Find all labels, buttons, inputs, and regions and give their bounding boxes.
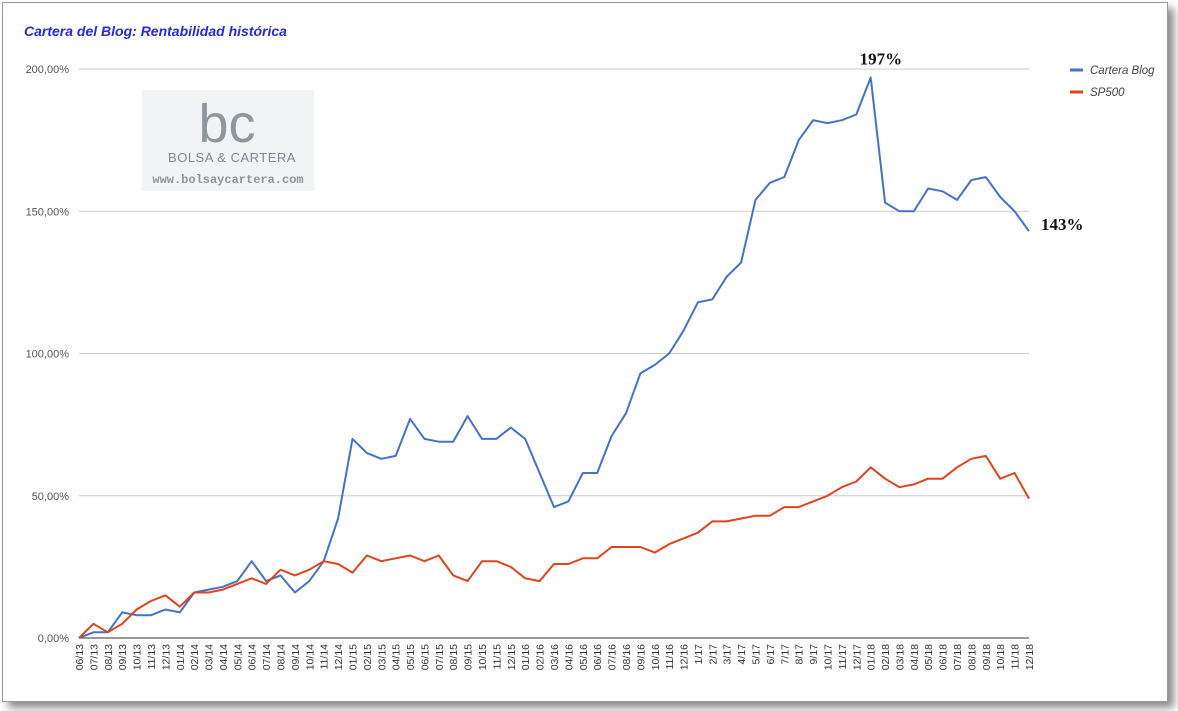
- y-tick-label: 0,00%: [38, 633, 69, 645]
- x-tick-label: 7/17: [779, 644, 791, 665]
- x-tick-label: 11/17: [837, 644, 849, 670]
- x-tick-label: 11/18: [1010, 644, 1022, 670]
- x-tick-label: 6/17: [765, 644, 777, 665]
- chart-title: Cartera del Blog: Rentabilidad histórica: [24, 23, 287, 39]
- x-tick-label: 04/15: [391, 644, 403, 670]
- x-tick-label: 07/16: [607, 644, 619, 670]
- x-tick-label: 09/14: [290, 644, 302, 670]
- x-tick-label: 02/16: [535, 644, 547, 670]
- chart-frame: Cartera del Blog: Rentabilidad histórica…: [2, 2, 1168, 702]
- y-tick-label: 150,00%: [26, 206, 70, 218]
- series-line-sp500: [78, 454, 1030, 639]
- x-tick-label: 08/15: [448, 644, 460, 670]
- legend: Cartera Blog SP500: [1070, 65, 1155, 99]
- y-axis-ticks: 0,00% 50,00% 100,00% 150,00% 200,00%: [26, 64, 70, 645]
- x-tick-label: 01/15: [347, 644, 359, 670]
- line-chart: Cartera del Blog: Rentabilidad histórica…: [24, 23, 1155, 670]
- annotation-label: 197%: [860, 50, 903, 69]
- series-line-cartera-blog: [78, 76, 1030, 639]
- x-tick-label: 04/14: [218, 644, 230, 670]
- x-tick-label: 05/18: [923, 644, 935, 670]
- x-tick-label: 12/18: [1024, 644, 1036, 670]
- x-tick-label: 04/16: [563, 644, 575, 670]
- x-tick-label: 06/16: [592, 644, 604, 670]
- x-tick-label: 10/18: [995, 644, 1007, 670]
- x-tick-label: 10/14: [304, 644, 316, 670]
- y-tick-label: 200,00%: [26, 64, 70, 76]
- x-tick-label: 08/13: [103, 644, 115, 670]
- x-tick-label: 06/13: [74, 644, 86, 670]
- x-tick-label: 10/13: [132, 644, 144, 670]
- x-tick-label: 07/14: [261, 644, 273, 670]
- x-tick-label: 08/14: [276, 644, 288, 670]
- x-tick-label: 06/15: [419, 644, 431, 670]
- x-tick-label: 11/13: [146, 644, 158, 670]
- x-tick-label: 11/16: [664, 644, 676, 670]
- y-tick-label: 100,00%: [26, 349, 70, 361]
- x-tick-label: 4/17: [736, 644, 748, 665]
- x-tick-label: 05/14: [232, 644, 244, 670]
- x-tick-label: 8/17: [794, 644, 806, 665]
- x-tick-label: 02/14: [189, 644, 201, 670]
- x-tick-label: 12/14: [333, 644, 345, 670]
- x-tick-label: 09/18: [981, 644, 993, 670]
- x-tick-label: 11/14: [319, 644, 331, 670]
- x-tick-label: 10/17: [822, 644, 834, 670]
- x-tick-label: 02/15: [362, 644, 374, 670]
- x-tick-label: 08/18: [966, 644, 978, 670]
- x-tick-label: 04/18: [909, 644, 921, 670]
- x-tick-label: 10/16: [650, 644, 662, 670]
- series-lines: [78, 76, 1030, 639]
- x-tick-label: 12/13: [160, 644, 172, 670]
- x-tick-label: 11/15: [491, 644, 503, 670]
- x-tick-label: 03/14: [204, 644, 216, 670]
- x-tick-label: 09/15: [463, 644, 475, 670]
- watermark-name: BOLSA & CARTERA: [168, 150, 296, 165]
- x-tick-label: 07/13: [88, 644, 100, 670]
- legend-entry: SP500: [1090, 87, 1125, 99]
- x-tick-label: 12/15: [506, 644, 518, 670]
- x-tick-label: 03/15: [376, 644, 388, 670]
- x-tick-label: 01/14: [175, 644, 187, 670]
- annotation-label: 143%: [1041, 215, 1084, 234]
- x-tick-label: 06/18: [938, 644, 950, 670]
- annotations: 197% 143%: [860, 50, 1084, 235]
- x-tick-label: 1/17: [693, 644, 705, 665]
- watermark-logo-mark: bc: [198, 94, 255, 154]
- x-tick-label: 07/15: [434, 644, 446, 670]
- watermark-background: [142, 90, 314, 191]
- x-tick-label: 03/16: [549, 644, 561, 670]
- x-tick-label: 3/17: [722, 644, 734, 665]
- watermark-url: www.bolsaycartera.com: [152, 173, 303, 187]
- x-tick-label: 01/18: [866, 644, 878, 670]
- x-tick-label: 10/15: [477, 644, 489, 670]
- x-tick-label: 08/16: [621, 644, 633, 670]
- watermark-logo: bc BOLSA & CARTERA www.bolsaycartera.com: [142, 90, 314, 191]
- x-tick-label: 09/13: [117, 644, 129, 670]
- x-tick-label: 9/17: [808, 644, 820, 665]
- y-tick-label: 50,00%: [32, 491, 70, 503]
- x-tick-label: 07/18: [952, 644, 964, 670]
- x-tick-label: 12/17: [851, 644, 863, 670]
- x-tick-label: 02/18: [880, 644, 892, 670]
- x-tick-label: 2/17: [707, 644, 719, 665]
- legend-entry: Cartera Blog: [1090, 65, 1155, 77]
- x-tick-label: 01/16: [520, 644, 532, 670]
- x-tick-label: 06/14: [247, 644, 259, 670]
- gridlines: [79, 68, 1029, 639]
- x-tick-label: 09/16: [635, 644, 647, 670]
- x-tick-label: 03/18: [894, 644, 906, 670]
- x-tick-label: 5/17: [751, 644, 763, 665]
- x-tick-label: 05/16: [578, 644, 590, 670]
- x-tick-label: 05/15: [405, 644, 417, 670]
- x-axis-ticks: 06/13 07/13 08/13 09/13 10/13 11/13 12/13 01/14…: [74, 644, 1036, 670]
- x-tick-label: 12/16: [679, 644, 691, 670]
